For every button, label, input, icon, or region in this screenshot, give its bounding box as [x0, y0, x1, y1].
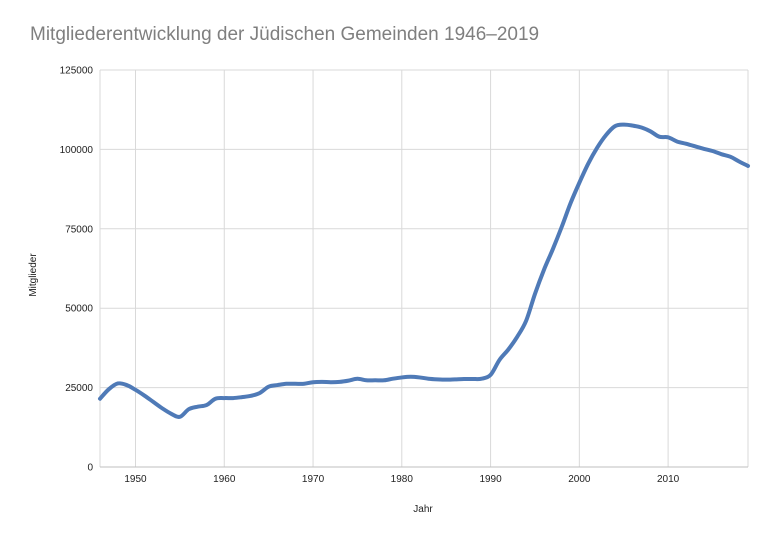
chart-title: Mitgliederentwicklung der Jüdischen Geme… — [30, 24, 540, 45]
x-tick-label: 1990 — [479, 474, 502, 485]
x-tick-labels: 1950 1960 1970 1980 1990 2000 2010 — [124, 474, 679, 485]
x-tick-label: 1950 — [124, 474, 147, 485]
x-tick-label: 1960 — [213, 474, 236, 485]
y-tick-label: 75000 — [65, 224, 93, 235]
y-tick-label: 25000 — [65, 383, 93, 394]
y-tick-label: 50000 — [65, 304, 93, 315]
x-tick-label: 1970 — [302, 474, 325, 485]
x-axis-label: Jahr — [413, 504, 433, 515]
x-tick-label: 2010 — [657, 474, 680, 485]
y-tick-label: 100000 — [60, 145, 94, 156]
y-tick-label: 125000 — [60, 66, 94, 77]
y-axis-label: Mitglieder — [28, 253, 39, 297]
x-tick-label: 2000 — [568, 474, 591, 485]
y-tick-labels: 0 25000 50000 75000 100000 125000 — [60, 66, 94, 474]
series-layer — [98, 122, 750, 419]
x-tick-label: 1980 — [391, 474, 414, 485]
y-tick-label: 0 — [87, 463, 93, 474]
series-line — [98, 122, 750, 419]
